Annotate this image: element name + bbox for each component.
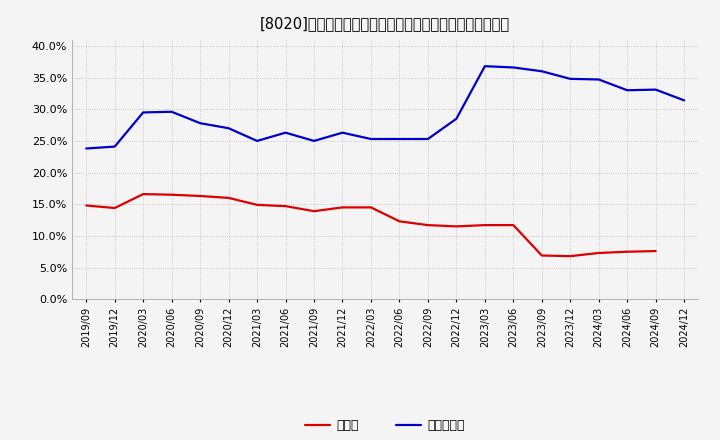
有利子負債	[110, 144, 119, 149]
有利子負債	[338, 130, 347, 136]
現頴金	[196, 193, 204, 198]
有利子負債	[509, 65, 518, 70]
有利子負債	[282, 130, 290, 136]
Legend: 現頴金, 有利子負債: 現頴金, 有利子負債	[300, 414, 470, 437]
有利子負債	[423, 136, 432, 142]
現頴金	[623, 249, 631, 254]
有利子負債	[595, 77, 603, 82]
有利子負債	[253, 138, 261, 143]
現頴金	[480, 223, 489, 228]
現頴金	[395, 219, 404, 224]
現頴金	[452, 224, 461, 229]
有利子負債	[366, 136, 375, 142]
現頴金	[509, 223, 518, 228]
有利子負債	[652, 87, 660, 92]
現頴金	[566, 253, 575, 259]
有利子負債	[395, 136, 404, 142]
有利子負債	[196, 121, 204, 126]
Title: [8020]　現頴金、有利子負債の総資産に対する比率の推移: [8020] 現頴金、有利子負債の総資産に対する比率の推移	[260, 16, 510, 32]
現頴金	[423, 223, 432, 228]
有利子負債	[225, 125, 233, 131]
有利子負債	[623, 88, 631, 93]
Line: 有利子負債: 有利子負債	[86, 66, 684, 149]
現頴金	[366, 205, 375, 210]
有利子負債	[139, 110, 148, 115]
現頴金	[282, 203, 290, 209]
現頴金	[652, 249, 660, 254]
有利子負債	[167, 109, 176, 114]
現頴金	[139, 191, 148, 197]
有利子負債	[310, 138, 318, 143]
現頴金	[310, 209, 318, 214]
有利子負債	[452, 116, 461, 121]
有利子負債	[566, 76, 575, 81]
現頴金	[537, 253, 546, 258]
現頴金	[82, 203, 91, 208]
有利子負債	[480, 63, 489, 69]
現頴金	[225, 195, 233, 201]
現頴金	[110, 205, 119, 211]
現頴金	[167, 192, 176, 198]
現頴金	[338, 205, 347, 210]
有利子負債	[680, 98, 688, 103]
Line: 現頴金: 現頴金	[86, 194, 656, 256]
有利子負債	[82, 146, 91, 151]
現頴金	[253, 202, 261, 208]
有利子負債	[537, 69, 546, 74]
現頴金	[595, 250, 603, 256]
